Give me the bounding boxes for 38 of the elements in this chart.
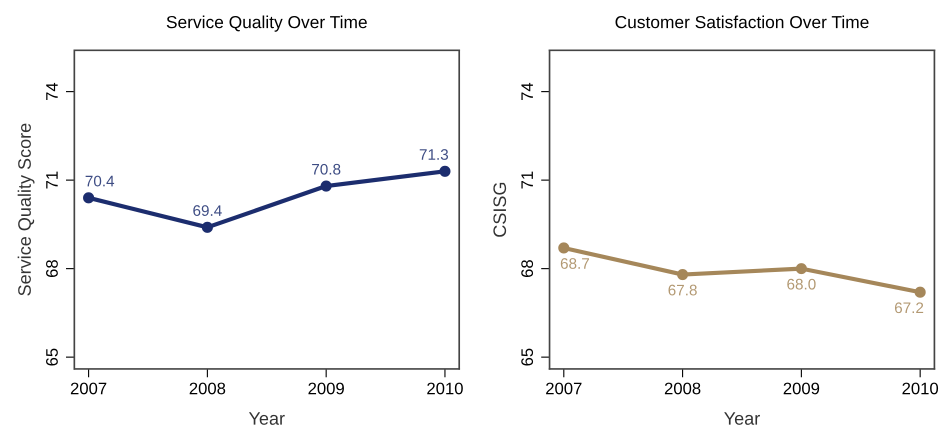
- point: [914, 286, 926, 298]
- chart-title: Service Quality Over Time: [166, 16, 367, 32]
- x-tick-label: 2010: [902, 382, 938, 394]
- data-label: 68.7: [560, 258, 590, 269]
- x-axis-title: Year: [724, 412, 760, 425]
- data-label: 69.4: [193, 205, 222, 216]
- x-axis-title: Year: [248, 412, 285, 425]
- point: [439, 166, 451, 177]
- point: [320, 180, 332, 192]
- point: [83, 192, 94, 204]
- x-tick-label: 2009: [308, 382, 344, 394]
- y-tick-label: 71: [46, 172, 58, 189]
- x-tick-label: 2007: [546, 382, 582, 394]
- y-tick-label: 71: [521, 172, 533, 189]
- y-tick-label: 68: [521, 260, 534, 278]
- data-label: 67.8: [668, 284, 697, 296]
- data-label: 70.4: [86, 176, 114, 186]
- data-label: 68.0: [787, 278, 816, 290]
- y-axis-title: CSISG: [493, 182, 506, 237]
- data-label: 70.8: [312, 164, 340, 175]
- point: [677, 268, 688, 280]
- y-tick-label: 68: [46, 260, 58, 278]
- y-axis-title: Service Quality Score: [18, 124, 34, 296]
- x-tick-label: 2007: [70, 382, 106, 394]
- point: [796, 263, 807, 274]
- x-tick-label: 2010: [427, 382, 463, 394]
- y-tick-label: 65: [46, 348, 58, 366]
- x-tick-label: 2008: [190, 382, 226, 394]
- x-tick-label: 2008: [664, 382, 700, 394]
- point: [558, 242, 570, 254]
- y-tick-label: 74: [521, 82, 533, 100]
- data-label: 67.2: [894, 302, 924, 314]
- x-tick-label: 2009: [784, 382, 820, 394]
- y-tick-label: 74: [46, 82, 58, 100]
- y-tick-label: 65: [521, 348, 534, 366]
- data-label: 71.3: [420, 149, 448, 160]
- point: [202, 222, 213, 233]
- chart-title: Customer Satisfaction Over Time: [616, 16, 869, 28]
